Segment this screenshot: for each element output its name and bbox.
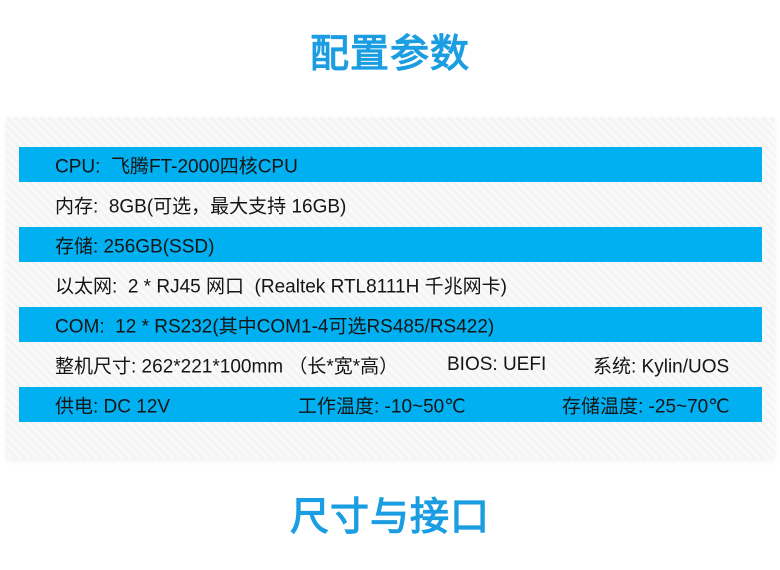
storage-spec: 存储: 256GB(SSD) (55, 236, 215, 257)
spec-row-dimensions: 整机尺寸: 262*221*100mm （长*宽*高） BIOS: UEFI 系… (19, 347, 762, 382)
spec-table: CPU: 飞腾FT-2000四核CPU 内存: 8GB(可选，最大支持 16GB… (6, 117, 775, 458)
spec-row-memory: 内存: 8GB(可选，最大支持 16GB) (19, 187, 762, 222)
ethernet-spec: 以太网: 2 * RJ45 网口 (Realtek RTL8111H 千兆网卡) (55, 276, 507, 297)
section-title-dimensions-interfaces: 尺寸与接口 (289, 496, 490, 539)
spec-row-ethernet: 以太网: 2 * RJ45 网口 (Realtek RTL8111H 千兆网卡) (19, 267, 762, 302)
power-spec: 供电: DC 12V (55, 396, 171, 417)
spec-row-power: 供电: DC 12V 工作温度: -10~50℃ 存储温度: -25~70℃ (19, 387, 762, 422)
operating-temp-spec: 工作温度: -10~50℃ (298, 396, 466, 417)
spec-row-cpu: CPU: 飞腾FT-2000四核CPU (19, 147, 762, 182)
storage-temp-spec: 存储温度: -25~70℃ (562, 396, 730, 417)
spec-row-storage: 存储: 256GB(SSD) (19, 227, 762, 262)
os-spec: 系统: Kylin/UOS (593, 356, 730, 377)
cpu-spec: CPU: 飞腾FT-2000四核CPU (55, 156, 298, 177)
dimensions-spec: 整机尺寸: 262*221*100mm （长*宽*高） (55, 356, 399, 377)
memory-spec: 内存: 8GB(可选，最大支持 16GB) (55, 196, 347, 217)
bios-spec: BIOS: UEFI (447, 353, 547, 375)
com-ports-spec: COM: 12 * RS232(其中COM1-4可选RS485/RS422) (55, 316, 495, 337)
spec-row-com: COM: 12 * RS232(其中COM1-4可选RS485/RS422) (19, 307, 762, 342)
section-title-config-params: 配置参数 (309, 33, 470, 76)
